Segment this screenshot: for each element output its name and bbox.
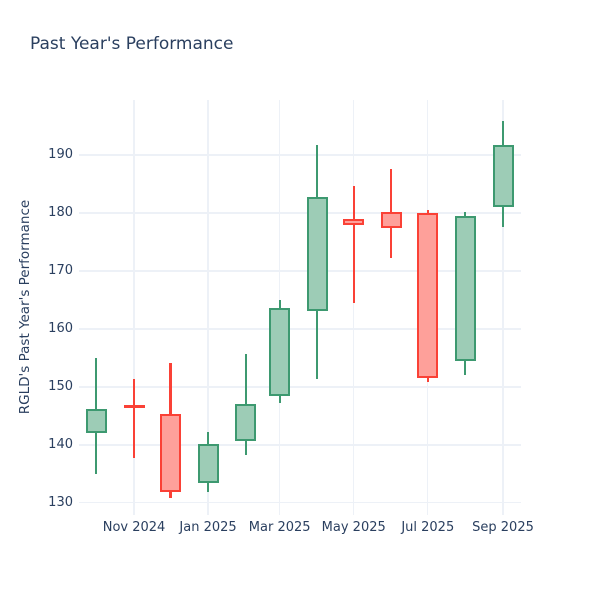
y-tick-label: 190 xyxy=(48,147,73,163)
y-gridline xyxy=(78,154,521,156)
y-tick-label: 170 xyxy=(48,263,73,279)
candle-body xyxy=(417,213,439,379)
candle-nov-2024[interactable] xyxy=(123,378,145,459)
y-gridline xyxy=(78,270,521,272)
y-gridline xyxy=(78,502,521,504)
candle-feb-2025[interactable] xyxy=(235,353,257,455)
candle-body xyxy=(343,218,365,226)
y-tick-label: 140 xyxy=(48,436,73,452)
x-gridline xyxy=(207,100,209,515)
y-tick-label: 180 xyxy=(48,205,73,221)
candle-body xyxy=(492,145,514,208)
y-gridline xyxy=(78,328,521,330)
candle-mar-2025[interactable] xyxy=(269,300,291,404)
candle-body xyxy=(306,197,328,311)
candle-body xyxy=(85,408,107,434)
x-gridline xyxy=(502,100,504,515)
y-tick-label: 130 xyxy=(48,494,73,510)
candle-sep-2025[interactable] xyxy=(492,121,514,227)
x-tick-label: Sep 2025 xyxy=(472,519,534,535)
candle-oct-2024[interactable] xyxy=(85,357,107,474)
x-tick-label: Mar 2025 xyxy=(248,519,311,535)
candle-body xyxy=(380,211,402,228)
candle-body xyxy=(269,307,291,397)
x-tick-label: Nov 2024 xyxy=(102,519,166,535)
y-gridline xyxy=(78,386,521,388)
y-gridline xyxy=(78,212,521,214)
candle-may-2025[interactable] xyxy=(343,185,365,304)
candle-dec-2024[interactable] xyxy=(159,362,181,498)
x-tick-label: May 2025 xyxy=(321,519,386,535)
candle-body xyxy=(197,444,219,484)
candle-body xyxy=(454,215,476,361)
x-gridline xyxy=(353,100,355,515)
candle-body xyxy=(123,404,145,409)
candle-body xyxy=(159,414,181,492)
y-gridline xyxy=(78,444,521,446)
candle-apr-2025[interactable] xyxy=(306,145,328,380)
x-tick-label: Jan 2025 xyxy=(179,519,237,535)
candle-jan-2025[interactable] xyxy=(197,431,219,492)
candle-jun-2025[interactable] xyxy=(380,168,402,259)
x-gridline xyxy=(133,100,135,515)
y-tick-label: 150 xyxy=(48,378,73,394)
candle-aug-2025[interactable] xyxy=(454,211,476,376)
x-tick-label: Jul 2025 xyxy=(401,519,455,535)
candle-wick xyxy=(132,378,136,459)
y-tick-label: 160 xyxy=(48,320,73,336)
candle-jul-2025[interactable] xyxy=(417,209,439,383)
candle-wick xyxy=(352,185,355,304)
chart-title: Past Year's Performance xyxy=(30,34,234,54)
candle-body xyxy=(235,404,257,441)
